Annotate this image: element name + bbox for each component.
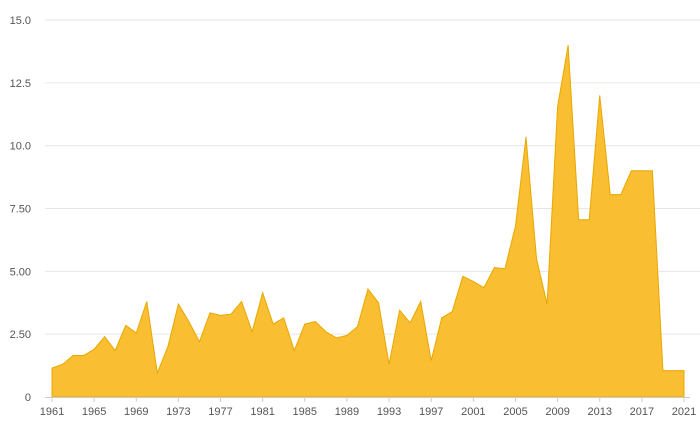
data-point [103, 335, 105, 337]
data-point [293, 349, 295, 351]
data-point [114, 349, 116, 351]
x-tick-label: 1981 [250, 406, 274, 418]
data-point [535, 258, 537, 260]
y-tick-labels: 0 2.50 5.00 7.50 10.0 12.5 15.0 [10, 15, 31, 404]
x-tick-label: 2009 [545, 406, 569, 418]
data-point [419, 300, 421, 302]
data-point [325, 330, 327, 332]
data-point [567, 44, 569, 46]
data-point [398, 309, 400, 311]
data-point [377, 302, 379, 304]
data-point [198, 341, 200, 343]
data-point [356, 325, 358, 327]
data-point [483, 286, 485, 288]
data-point [156, 372, 158, 374]
data-point [125, 324, 127, 326]
data-point [514, 225, 516, 227]
x-tick-label: 1965 [82, 406, 106, 418]
data-point [283, 317, 285, 319]
data-point [314, 320, 316, 322]
x-tick-label: 2021 [672, 406, 696, 418]
y-tick-label: 0 [25, 392, 31, 404]
data-point [409, 322, 411, 324]
data-point [430, 359, 432, 361]
y-tick-label: 5.00 [10, 266, 31, 278]
data-point [93, 348, 95, 350]
x-tick-label: 2017 [630, 406, 654, 418]
data-point [304, 323, 306, 325]
data-point [388, 363, 390, 365]
data-point [525, 136, 527, 138]
y-tick-label: 7.50 [10, 204, 31, 216]
x-tick-label: 1969 [124, 406, 148, 418]
data-point [367, 288, 369, 290]
data-point [462, 275, 464, 277]
data-point [272, 323, 274, 325]
data-point [641, 170, 643, 172]
x-tick-label: 2005 [503, 406, 527, 418]
data-point [651, 170, 653, 172]
data-point [188, 320, 190, 322]
data-point [261, 292, 263, 294]
area-series [51, 44, 685, 398]
data-point [451, 310, 453, 312]
data-point [51, 367, 53, 369]
data-point [577, 219, 579, 221]
data-point [82, 354, 84, 356]
x-tick-label: 2001 [461, 406, 485, 418]
x-tick-label: 1973 [166, 406, 190, 418]
data-point [335, 337, 337, 339]
data-point [504, 268, 506, 270]
y-tick-label: 15.0 [10, 15, 31, 27]
x-tick-label: 1989 [335, 406, 359, 418]
data-point [167, 346, 169, 348]
data-point [672, 369, 674, 371]
x-tick-label: 2013 [587, 406, 611, 418]
x-tick-label: 1993 [377, 406, 401, 418]
data-point [230, 313, 232, 315]
data-point [556, 106, 558, 108]
x-tick-label: 1985 [293, 406, 317, 418]
y-tick-label: 12.5 [10, 78, 31, 90]
data-point [441, 317, 443, 319]
y-tick-label: 2.50 [10, 329, 31, 341]
data-point [72, 354, 74, 356]
x-tick-label: 1977 [208, 406, 232, 418]
data-point [588, 219, 590, 221]
data-point [177, 303, 179, 305]
axes [45, 397, 690, 402]
data-point [599, 94, 601, 96]
data-point [251, 330, 253, 332]
data-point [609, 193, 611, 195]
data-point [146, 300, 148, 302]
data-point [493, 266, 495, 268]
data-point [683, 369, 685, 371]
data-point [135, 332, 137, 334]
data-point [346, 334, 348, 336]
data-point [662, 369, 664, 371]
data-point [61, 363, 63, 365]
area-fill [51, 45, 685, 398]
data-point [219, 314, 221, 316]
data-point [209, 312, 211, 314]
data-point [546, 303, 548, 305]
data-point [630, 170, 632, 172]
x-tick-label: 1961 [40, 406, 64, 418]
x-tick-label: 1997 [419, 406, 443, 418]
data-point [240, 300, 242, 302]
data-point [472, 280, 474, 282]
data-point [620, 193, 622, 195]
y-tick-label: 10.0 [10, 141, 31, 153]
x-tick-labels: 1961 1965 1969 1973 1977 1981 1985 1989 1993 1997… [40, 406, 696, 418]
